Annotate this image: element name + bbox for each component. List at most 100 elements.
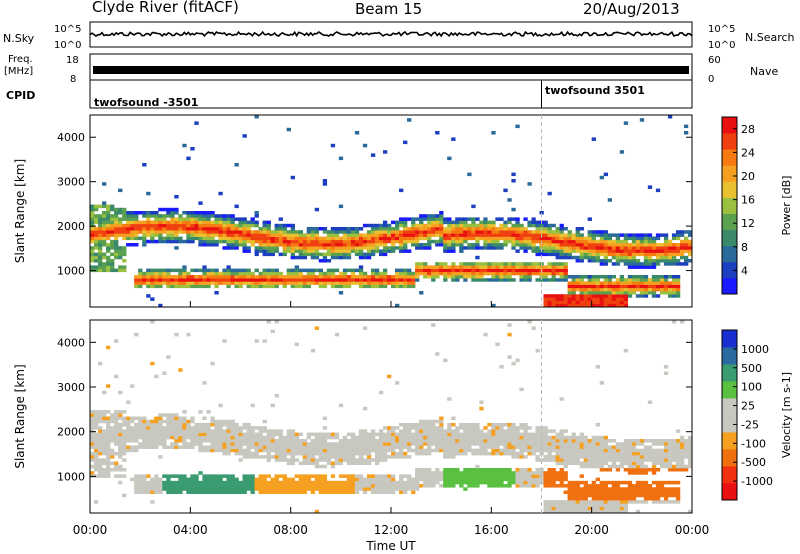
power-cell (579, 294, 584, 298)
power-cell (358, 246, 364, 250)
velocity-cell (443, 442, 448, 446)
power-cell (623, 278, 629, 282)
velocity-cell (134, 416, 139, 421)
power-cell (250, 275, 255, 279)
velocity-cell (226, 435, 231, 440)
power-ytick-label: 4000 (57, 131, 85, 144)
velocity-cell (663, 455, 669, 459)
power-cell (591, 294, 596, 298)
velocity-cell (639, 484, 645, 488)
power-cell (635, 259, 641, 263)
velocity-cell (547, 503, 552, 507)
power-cell (455, 220, 460, 225)
velocity-cell (583, 480, 588, 485)
velocity-cell (314, 461, 320, 466)
velocity-cell (603, 458, 609, 462)
power-cell (551, 268, 556, 273)
velocity-cell (559, 480, 564, 485)
velocity-cell (170, 442, 175, 446)
power-cell (623, 262, 629, 266)
velocity-cell (599, 509, 604, 514)
power-cell (186, 284, 191, 289)
power-cell (399, 239, 404, 244)
velocity-cell (519, 480, 524, 485)
power-cell (306, 230, 312, 234)
velocity-cell (547, 480, 552, 485)
velocity-cell (190, 484, 195, 488)
power-cell (210, 233, 215, 237)
power-cell (334, 246, 340, 250)
velocity-cell (663, 445, 669, 449)
velocity-cell (667, 490, 673, 494)
power-cell (631, 275, 637, 279)
velocity-cell (354, 461, 360, 466)
velocity-cell (471, 432, 476, 437)
velocity-cell (423, 439, 428, 443)
velocity-cell (619, 503, 625, 507)
power-cell (378, 271, 384, 276)
velocity-colorbar-swatch (722, 398, 737, 416)
velocity-cell (635, 467, 641, 472)
power-cell (242, 230, 247, 234)
power-cell (607, 291, 613, 295)
power-cell (226, 230, 231, 234)
power-cell (639, 287, 645, 292)
velocity-cell (118, 410, 123, 414)
velocity-cell (595, 487, 600, 491)
power-cell (531, 236, 536, 241)
velocity-cell (98, 439, 103, 443)
velocity-cell (110, 416, 115, 421)
power-cell (659, 275, 665, 279)
velocity-cell (210, 445, 215, 449)
power-cell (318, 239, 324, 244)
power-cell (202, 243, 207, 247)
velocity-cell (90, 413, 95, 417)
power-cell (563, 278, 568, 282)
power-cell (423, 246, 428, 250)
power-cell (182, 211, 187, 215)
power-cell (447, 249, 452, 253)
power-cell (110, 207, 115, 212)
power-cell (643, 284, 649, 289)
velocity-cell (334, 432, 340, 437)
power-cell (495, 217, 500, 221)
velocity-cell (659, 490, 665, 494)
power-cell (631, 259, 637, 263)
power-cell (507, 262, 512, 266)
power-cell (194, 284, 199, 289)
power-cell (270, 275, 275, 279)
power-cell (170, 284, 175, 289)
velocity-cell (374, 439, 380, 443)
velocity-cell (90, 435, 95, 440)
velocity-cell (218, 442, 223, 446)
power-cell (671, 233, 677, 237)
power-cell (683, 246, 689, 250)
velocity-cell (202, 477, 207, 482)
velocity-cell (158, 426, 163, 430)
velocity-cell (186, 432, 191, 437)
power-cell (675, 275, 681, 279)
velocity-cell (583, 461, 588, 466)
power-cell (471, 227, 476, 231)
power-cell (98, 214, 103, 218)
power-cell (198, 223, 203, 228)
power-cell (354, 243, 360, 247)
power-cell (583, 294, 588, 298)
velocity-cell (455, 448, 460, 453)
power-cell (535, 246, 540, 250)
velocity-cell (475, 464, 480, 469)
power-cell (322, 252, 328, 257)
power-cell (150, 275, 155, 279)
velocity-cell (294, 445, 299, 449)
velocity-cell (427, 451, 432, 456)
velocity-cell (391, 451, 396, 456)
power-cell (94, 239, 99, 244)
velocity-cell (507, 435, 512, 440)
velocity-cell (102, 448, 107, 453)
velocity-cell (687, 509, 693, 514)
velocity-cell (230, 474, 235, 478)
power-cell (567, 239, 572, 244)
power-cell (118, 249, 123, 253)
velocity-cell (515, 480, 520, 485)
power-cell (643, 255, 649, 260)
